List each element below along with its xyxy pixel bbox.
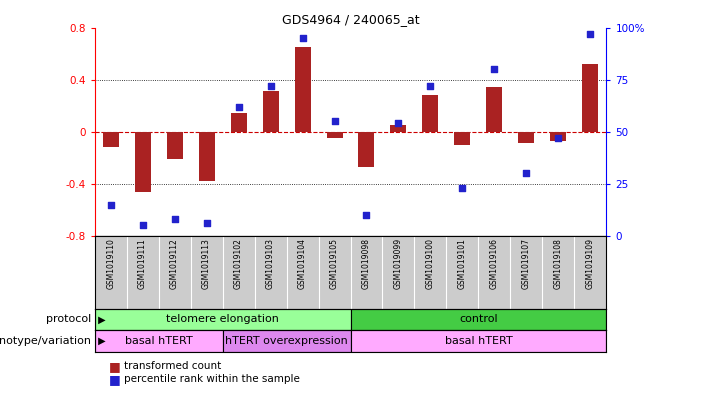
Bar xyxy=(263,91,278,132)
Text: protocol: protocol xyxy=(46,314,91,324)
Point xyxy=(105,201,116,208)
Bar xyxy=(350,309,606,330)
Bar xyxy=(550,132,566,141)
Text: GSM1019107: GSM1019107 xyxy=(522,238,531,289)
Text: GSM1019106: GSM1019106 xyxy=(490,238,499,289)
Point xyxy=(361,212,372,218)
Text: GSM1019105: GSM1019105 xyxy=(330,238,339,289)
Point xyxy=(393,120,404,127)
Text: GSM1019100: GSM1019100 xyxy=(426,238,435,289)
Text: basal hTERT: basal hTERT xyxy=(125,336,193,346)
Bar xyxy=(423,95,438,132)
Bar xyxy=(327,132,343,138)
Bar xyxy=(294,47,311,132)
Text: basal hTERT: basal hTERT xyxy=(444,336,512,346)
Text: GSM1019103: GSM1019103 xyxy=(266,238,275,289)
Text: genotype/variation: genotype/variation xyxy=(0,336,91,346)
Bar xyxy=(102,132,118,147)
Bar xyxy=(167,132,182,159)
Text: GSM1019108: GSM1019108 xyxy=(554,238,563,289)
Bar xyxy=(454,132,470,145)
Text: ■: ■ xyxy=(109,373,124,386)
Point xyxy=(553,135,564,141)
Text: GSM1019102: GSM1019102 xyxy=(234,238,243,289)
Text: telomere elongation: telomere elongation xyxy=(166,314,279,324)
Bar xyxy=(135,132,151,191)
Point xyxy=(425,83,436,89)
Text: GSM1019110: GSM1019110 xyxy=(106,238,115,289)
Text: GSM1019111: GSM1019111 xyxy=(138,238,147,289)
Bar xyxy=(519,132,534,143)
Bar xyxy=(390,125,407,132)
Point xyxy=(521,170,532,176)
Text: GSM1019113: GSM1019113 xyxy=(202,238,211,289)
Point xyxy=(265,83,276,89)
Point xyxy=(201,220,212,226)
Bar xyxy=(198,132,215,181)
Text: ■: ■ xyxy=(109,360,124,373)
Text: transformed count: transformed count xyxy=(124,361,222,371)
Bar xyxy=(223,330,350,352)
Bar xyxy=(231,114,247,132)
Text: ▶: ▶ xyxy=(95,336,105,346)
Point xyxy=(457,185,468,191)
Point xyxy=(329,118,340,124)
Text: GSM1019109: GSM1019109 xyxy=(586,238,595,289)
Point xyxy=(489,66,500,72)
Text: ▶: ▶ xyxy=(95,314,105,324)
Bar xyxy=(583,64,599,132)
Text: control: control xyxy=(459,314,498,324)
Bar xyxy=(358,132,374,167)
Bar xyxy=(95,309,350,330)
Text: GSM1019099: GSM1019099 xyxy=(394,238,403,289)
Text: GSM1019104: GSM1019104 xyxy=(298,238,307,289)
Text: GSM1019101: GSM1019101 xyxy=(458,238,467,289)
Text: GSM1019112: GSM1019112 xyxy=(170,238,179,289)
Point xyxy=(297,35,308,41)
Text: percentile rank within the sample: percentile rank within the sample xyxy=(124,374,300,384)
Point xyxy=(233,103,244,110)
Bar xyxy=(486,87,503,132)
Title: GDS4964 / 240065_at: GDS4964 / 240065_at xyxy=(282,13,419,26)
Point xyxy=(585,31,596,37)
Bar xyxy=(350,330,606,352)
Point xyxy=(137,222,148,228)
Bar xyxy=(95,330,223,352)
Point xyxy=(169,216,180,222)
Text: GSM1019098: GSM1019098 xyxy=(362,238,371,289)
Text: hTERT overexpression: hTERT overexpression xyxy=(225,336,348,346)
